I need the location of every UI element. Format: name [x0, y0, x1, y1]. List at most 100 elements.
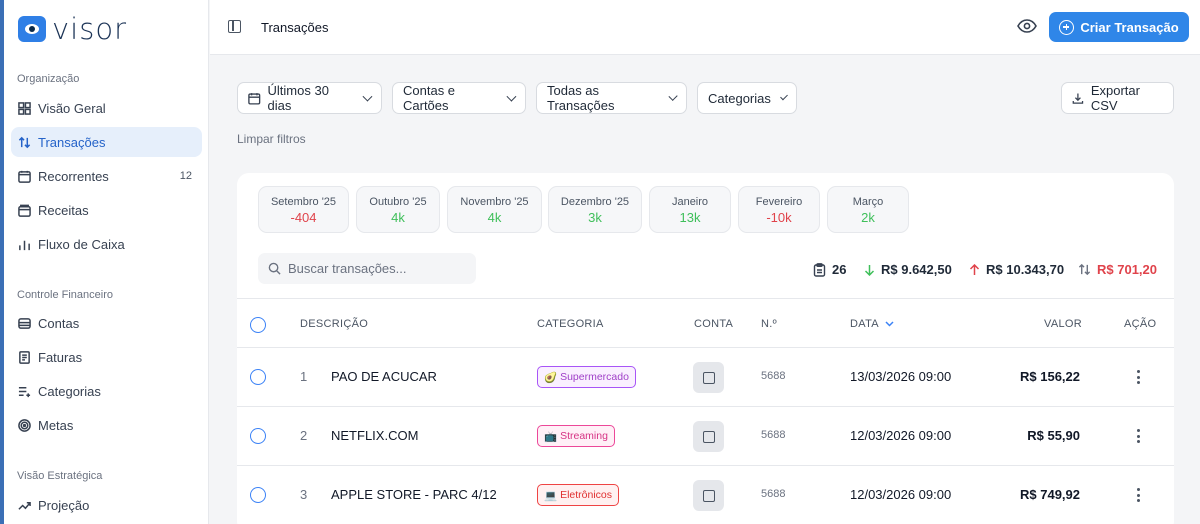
- month-tab-fevereiro[interactable]: Fevereiro -10k: [738, 186, 820, 233]
- search-input[interactable]: Buscar transações...: [258, 253, 476, 284]
- toggle-sidebar-icon[interactable]: [228, 20, 241, 33]
- month-label: Dezembro '25: [560, 196, 630, 208]
- arrow-up-icon: [969, 263, 980, 275]
- chevron-down-icon: [780, 92, 788, 100]
- sidebar-item-label: Faturas: [38, 349, 83, 365]
- sidebar-item-label: Projeção: [38, 497, 90, 513]
- row-number: 5688: [761, 370, 786, 382]
- column-header-action: AÇÃO: [1124, 318, 1157, 330]
- month-tab-setembro[interactable]: Setembro '25 -404: [258, 186, 349, 233]
- table-row[interactable]: 2 NETFLIX.COM 📺 Streaming 5688 12/03/202…: [237, 407, 1174, 466]
- row-actions-kebab-icon[interactable]: [1137, 370, 1141, 387]
- transaction-count-value: 26: [832, 262, 847, 277]
- month-tab-dezembro[interactable]: Dezembro '25 3k: [548, 186, 642, 233]
- row-actions-kebab-icon[interactable]: [1137, 429, 1141, 446]
- sidebar-item-visao-geral[interactable]: Visão Geral: [11, 93, 202, 123]
- sidebar-item-metas[interactable]: Metas: [11, 410, 202, 440]
- sidebar-item-recorrentes[interactable]: Recorrentes 12: [11, 161, 202, 191]
- brand-logo[interactable]: visor: [18, 12, 127, 46]
- arrow-down-icon: [864, 264, 875, 276]
- month-value: 3k: [588, 210, 602, 225]
- category-emoji-icon: 📺: [544, 430, 558, 443]
- category-tag-label: Eletrônicos: [560, 489, 613, 501]
- eye-icon[interactable]: [1017, 18, 1037, 34]
- table-row[interactable]: 1 PAO DE ACUCAR 🥑 Supermercado 5688 13/0…: [237, 348, 1174, 407]
- row-description: APPLE STORE - PARC 4/12: [331, 487, 497, 502]
- month-value: 13k: [679, 210, 701, 225]
- month-tab-outubro[interactable]: Outubro '25 4k: [356, 186, 440, 233]
- table-header: DESCRIÇÃO CATEGORIA CONTA N.º DATA VALOR…: [237, 298, 1174, 348]
- category-tag[interactable]: 🥑 Supermercado: [537, 366, 636, 388]
- row-checkbox[interactable]: [250, 428, 266, 444]
- row-date: 12/03/2026 09:00: [850, 428, 952, 443]
- chevron-down-icon: [668, 91, 678, 101]
- row-checkbox[interactable]: [250, 369, 266, 385]
- month-label: Março: [852, 196, 884, 208]
- month-value: -404: [290, 210, 317, 225]
- search-placeholder: Buscar transações...: [288, 261, 407, 276]
- export-csv-button[interactable]: Exportar CSV: [1061, 82, 1174, 114]
- accounts-filter[interactable]: Contas e Cartões: [392, 82, 526, 114]
- window-edge: [0, 0, 4, 524]
- export-csv-label: Exportar CSV: [1090, 83, 1140, 113]
- category-tag[interactable]: 💻 Eletrônicos: [537, 484, 620, 506]
- eye-logo-icon: [18, 16, 46, 42]
- sidebar-item-projecao[interactable]: Projeção: [11, 490, 202, 520]
- sidebar-item-faturas[interactable]: Faturas: [11, 342, 202, 372]
- row-index: 3: [300, 487, 308, 502]
- column-header-date[interactable]: DATA: [850, 318, 894, 330]
- top-bar: Transações Criar Transação: [210, 0, 1200, 55]
- account-wallet-icon[interactable]: [693, 362, 724, 393]
- column-header-date-label: DATA: [850, 318, 879, 330]
- sidebar-item-label: Receitas: [38, 202, 89, 218]
- category-tag-label: Supermercado: [560, 371, 629, 383]
- transactions-card: Setembro '25 -404 Outubro '25 4k Novembr…: [237, 173, 1174, 524]
- row-index: 1: [300, 369, 308, 384]
- create-transaction-button[interactable]: Criar Transação: [1049, 12, 1189, 42]
- category-emoji-icon: 💻: [544, 489, 558, 502]
- month-tab-marco[interactable]: Março 2k: [827, 186, 909, 233]
- transaction-type-filter-label: Todas as Transações: [547, 83, 615, 113]
- month-label: Fevereiro: [755, 196, 803, 208]
- calendar-icon: [248, 92, 261, 105]
- transaction-type-filter[interactable]: Todas as Transações: [536, 82, 687, 114]
- period-filter[interactable]: Últimos 30 dias: [237, 82, 382, 114]
- search-icon: [268, 262, 281, 275]
- column-header-account: CONTA: [694, 318, 734, 330]
- bar-chart-icon: [19, 240, 30, 250]
- select-all-checkbox[interactable]: [250, 317, 266, 333]
- breadcrumb: Transações: [261, 20, 329, 35]
- sidebar-item-label: Fluxo de Caixa: [38, 236, 125, 252]
- sidebar-item-receitas[interactable]: Receitas: [11, 195, 202, 225]
- month-label: Outubro '25: [369, 196, 427, 208]
- row-value: R$ 156,22: [1020, 369, 1080, 384]
- trend-up-icon: [18, 501, 31, 510]
- clear-filters-link[interactable]: Limpar filtros: [237, 132, 306, 146]
- row-description: NETFLIX.COM: [331, 428, 419, 443]
- period-filter-label: Últimos 30 dias: [267, 83, 329, 113]
- account-wallet-icon[interactable]: [693, 480, 724, 511]
- sidebar-item-label: Transações: [38, 134, 106, 150]
- row-actions-kebab-icon[interactable]: [1137, 488, 1141, 505]
- download-icon: [1072, 92, 1084, 104]
- categories-filter[interactable]: Categorias: [697, 82, 797, 114]
- sidebar-item-categorias[interactable]: Categorias: [11, 376, 202, 406]
- account-wallet-icon[interactable]: [693, 421, 724, 452]
- sidebar-item-contas[interactable]: Contas: [11, 308, 202, 338]
- row-number: 5688: [761, 429, 786, 441]
- month-tab-janeiro[interactable]: Janeiro 13k: [649, 186, 731, 233]
- month-value: 2k: [861, 210, 875, 225]
- month-value: -10k: [766, 210, 792, 225]
- month-tab-novembro[interactable]: Novembro '25 4k: [447, 186, 542, 233]
- stack-icon: [18, 317, 31, 329]
- calendar-repeat-icon: [18, 170, 31, 183]
- arrows-up-down-icon: [18, 136, 31, 148]
- sidebar-item-label: Contas: [38, 315, 80, 331]
- income-total-value: R$ 9.642,50: [881, 262, 952, 277]
- sidebar-item-fluxo-de-caixa[interactable]: Fluxo de Caixa: [11, 229, 202, 259]
- row-checkbox[interactable]: [250, 487, 266, 503]
- expense-total-value: R$ 10.343,70: [986, 262, 1065, 277]
- category-tag[interactable]: 📺 Streaming: [537, 425, 615, 447]
- table-row[interactable]: 3 APPLE STORE - PARC 4/12 💻 Eletrônicos …: [237, 466, 1174, 524]
- sidebar-item-transacoes[interactable]: Transações: [11, 127, 202, 157]
